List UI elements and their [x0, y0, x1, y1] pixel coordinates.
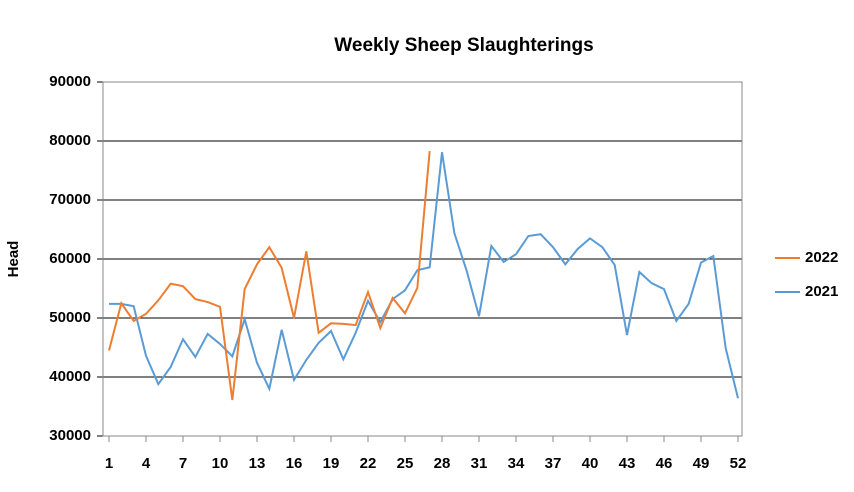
y-tick-label: 30000 [49, 427, 91, 444]
x-tick-label: 40 [582, 455, 599, 472]
x-tick-label: 1 [105, 455, 113, 472]
chart-title: Weekly Sheep Slaughterings [334, 35, 593, 56]
series-line [108, 150, 431, 401]
x-tick-label: 25 [397, 455, 414, 472]
y-axis-label: Head [5, 241, 22, 278]
y-tick-label: 70000 [49, 191, 91, 208]
legend-label: 2022 [805, 249, 838, 266]
x-tick-label: 4 [142, 455, 151, 472]
y-tick-label: 40000 [49, 368, 91, 385]
y-tick-label: 50000 [49, 309, 91, 326]
legend-label: 2021 [805, 283, 838, 300]
x-tick-label: 19 [323, 455, 340, 472]
x-tick-label: 34 [508, 455, 525, 472]
x-tick-label: 46 [656, 455, 673, 472]
x-tick-label: 13 [249, 455, 266, 472]
x-tick-label: 52 [730, 455, 747, 472]
x-tick-label: 28 [434, 455, 451, 472]
x-tick-label: 16 [286, 455, 303, 472]
x-tick-label: 37 [545, 455, 562, 472]
y-tick-label: 80000 [49, 132, 91, 149]
x-tick-label: 43 [619, 455, 636, 472]
plot-frame [102, 81, 743, 437]
series-line [109, 152, 739, 399]
x-tick-label: 7 [179, 455, 187, 472]
x-tick-label: 10 [212, 455, 229, 472]
x-tick-label: 49 [693, 455, 710, 472]
x-tick-label: 31 [471, 455, 488, 472]
x-tick-label: 22 [360, 455, 377, 472]
y-tick-label: 60000 [49, 250, 91, 267]
y-tick-label: 90000 [49, 73, 91, 90]
